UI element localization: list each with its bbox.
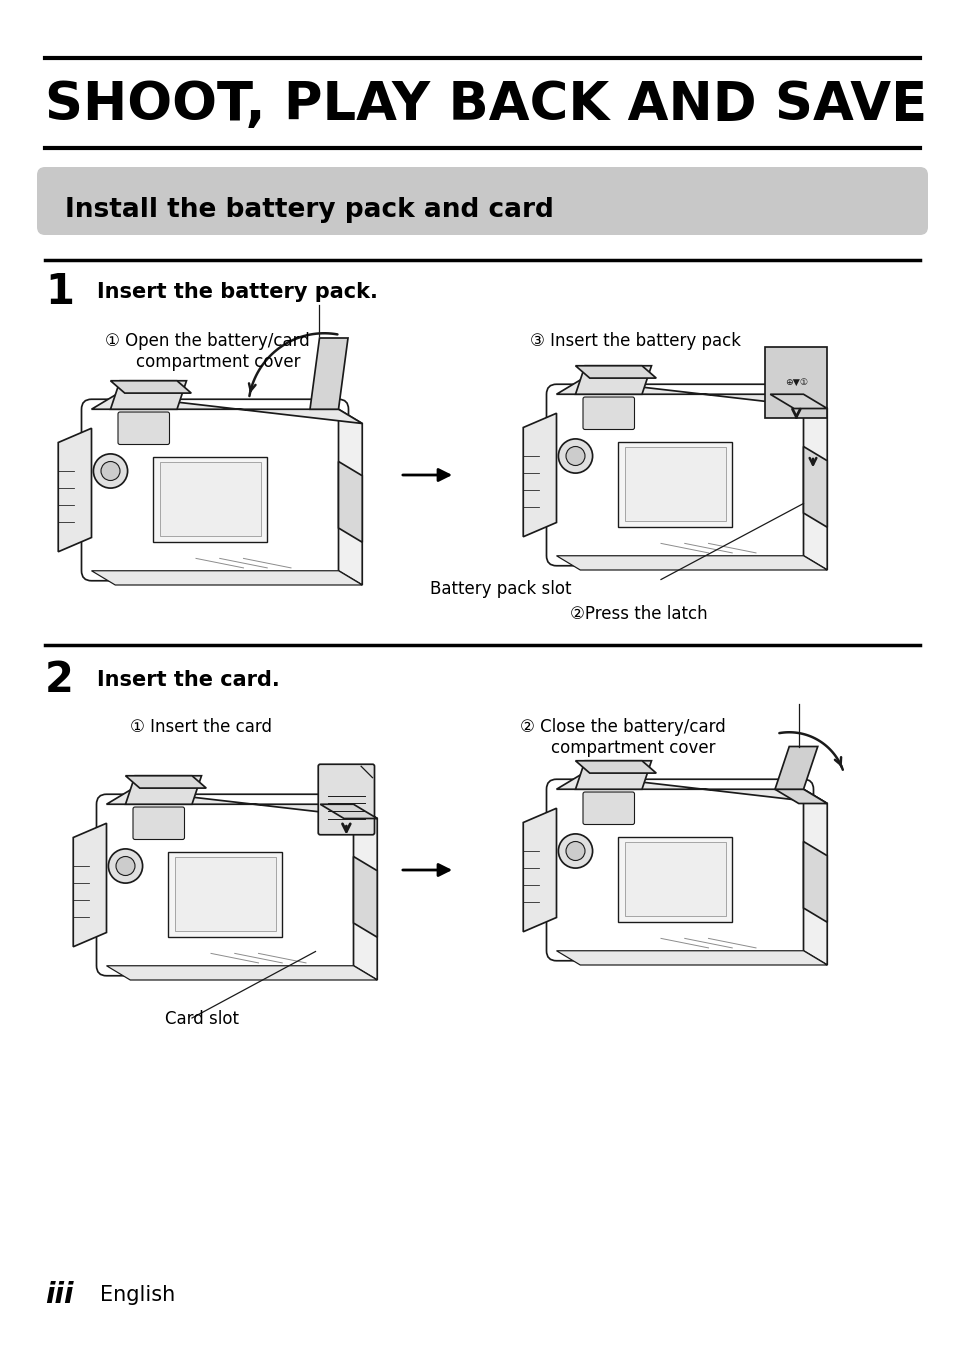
Bar (174, 858, 275, 931)
Polygon shape (111, 381, 186, 409)
FancyBboxPatch shape (582, 792, 634, 824)
Polygon shape (338, 409, 362, 585)
Polygon shape (556, 381, 826, 409)
Text: 1: 1 (45, 270, 74, 313)
Polygon shape (73, 823, 107, 947)
Polygon shape (575, 366, 651, 394)
FancyBboxPatch shape (132, 807, 184, 839)
Text: Install the battery pack and card: Install the battery pack and card (65, 196, 554, 223)
FancyBboxPatch shape (96, 795, 363, 975)
Circle shape (116, 857, 135, 876)
Bar (618, 441, 732, 527)
Polygon shape (522, 808, 556, 932)
Polygon shape (310, 338, 348, 409)
Circle shape (565, 447, 584, 465)
Text: Insert the battery pack.: Insert the battery pack. (97, 282, 377, 303)
Polygon shape (575, 366, 656, 378)
FancyBboxPatch shape (546, 385, 813, 566)
Polygon shape (522, 413, 556, 537)
Text: 2: 2 (45, 659, 73, 701)
Text: ②Press the latch: ②Press the latch (569, 605, 707, 623)
Polygon shape (354, 857, 376, 937)
Circle shape (558, 438, 592, 473)
Text: ① Insert the card: ① Insert the card (130, 718, 272, 736)
Polygon shape (91, 395, 362, 424)
Polygon shape (575, 761, 651, 790)
Bar (624, 448, 725, 521)
Polygon shape (354, 804, 376, 981)
FancyBboxPatch shape (582, 397, 634, 429)
Bar (624, 842, 725, 916)
Polygon shape (556, 555, 826, 570)
Text: Battery pack slot: Battery pack slot (430, 580, 571, 599)
Polygon shape (802, 790, 826, 964)
Bar (153, 457, 267, 542)
Text: iii: iii (45, 1280, 73, 1309)
Polygon shape (769, 394, 826, 409)
Polygon shape (556, 775, 826, 803)
Polygon shape (126, 776, 206, 788)
Bar (764, 347, 826, 418)
Bar (168, 851, 282, 937)
FancyBboxPatch shape (37, 167, 927, 235)
Text: SHOOT, PLAY BACK AND SAVE: SHOOT, PLAY BACK AND SAVE (45, 79, 926, 130)
Polygon shape (107, 966, 376, 981)
Text: English: English (100, 1284, 175, 1305)
Circle shape (558, 834, 592, 868)
Bar (160, 463, 260, 535)
Text: ③ Insert the battery pack: ③ Insert the battery pack (530, 332, 740, 350)
Polygon shape (338, 461, 362, 542)
Polygon shape (802, 842, 826, 923)
Polygon shape (802, 447, 826, 527)
Polygon shape (802, 394, 826, 570)
Polygon shape (556, 951, 826, 964)
Polygon shape (320, 804, 376, 819)
Circle shape (109, 849, 142, 884)
Circle shape (101, 461, 120, 480)
Polygon shape (107, 790, 376, 819)
Polygon shape (774, 790, 826, 803)
Circle shape (565, 842, 584, 861)
Polygon shape (774, 746, 817, 790)
FancyBboxPatch shape (118, 412, 170, 444)
Text: ② Close the battery/card
    compartment cover: ② Close the battery/card compartment cov… (519, 718, 725, 757)
FancyBboxPatch shape (81, 399, 348, 581)
FancyBboxPatch shape (318, 764, 375, 835)
Polygon shape (91, 570, 362, 585)
Polygon shape (111, 381, 191, 393)
Text: ① Open the battery/card
    compartment cover: ① Open the battery/card compartment cove… (105, 332, 310, 371)
FancyBboxPatch shape (546, 779, 813, 960)
Polygon shape (575, 761, 656, 773)
Text: Card slot: Card slot (165, 1010, 239, 1028)
Polygon shape (126, 776, 201, 804)
Text: Insert the card.: Insert the card. (97, 670, 279, 690)
Text: ⊕▼①: ⊕▼① (784, 378, 807, 387)
Bar (618, 837, 732, 923)
Polygon shape (58, 428, 91, 551)
Circle shape (93, 453, 128, 488)
